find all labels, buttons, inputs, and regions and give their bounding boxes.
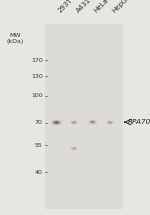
Text: 100: 100 bbox=[31, 93, 43, 98]
Bar bbox=[45, 24, 123, 209]
Text: 70: 70 bbox=[35, 120, 43, 125]
Text: 40: 40 bbox=[35, 169, 43, 175]
Text: A431: A431 bbox=[75, 0, 92, 14]
Text: HeLa: HeLa bbox=[93, 0, 110, 14]
Text: MW
(kDa): MW (kDa) bbox=[6, 33, 24, 44]
Text: 55: 55 bbox=[35, 143, 43, 148]
Text: 293T: 293T bbox=[57, 0, 74, 14]
Text: 170: 170 bbox=[31, 58, 43, 63]
Text: RPA70: RPA70 bbox=[128, 119, 150, 125]
Text: 130: 130 bbox=[31, 74, 43, 79]
Text: HepG2: HepG2 bbox=[111, 0, 132, 14]
